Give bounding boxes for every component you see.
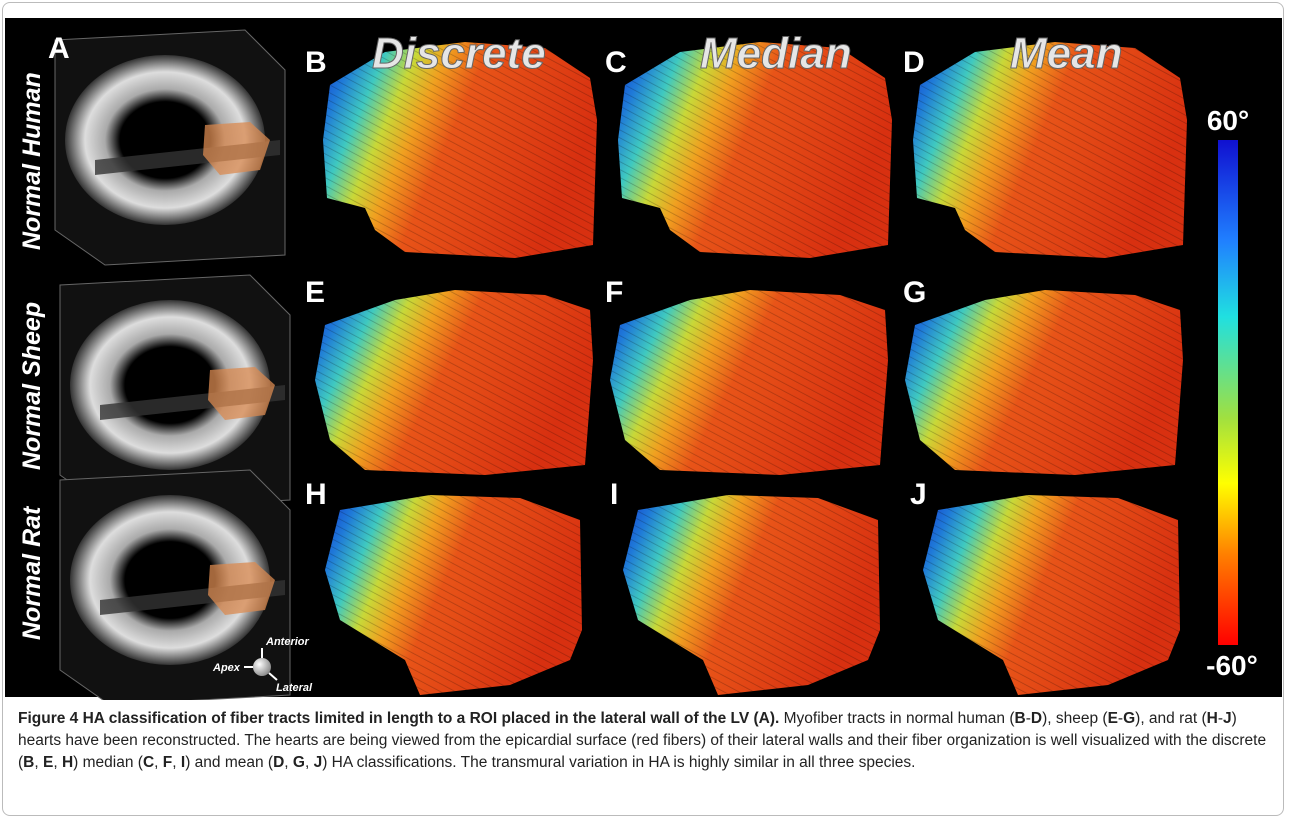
colorbar-max: 60° [1207,105,1249,136]
caption-text: B [1014,710,1026,727]
fiber-render [905,290,1183,475]
caption-text: J [313,754,323,771]
caption-text: ) hearts have been reconstructed. The he… [18,710,1267,771]
fiber-render [315,290,593,475]
caption-text: G [292,754,305,771]
caption-text: G [1123,710,1136,727]
caption-text: J [1223,710,1232,727]
orientation-label: Lateral [276,682,313,694]
caption-text: ), and rat ( [1135,710,1207,727]
caption-title: Figure 4 HA classification of fiber trac… [18,710,780,727]
row-label: Normal Rat [18,505,46,640]
caption-text: Myofiber tracts in normal human ( [779,710,1015,727]
caption-text: - [1217,710,1224,727]
caption-text: H [61,754,74,771]
caption-text: - [1117,710,1124,727]
figure: A B C D E F G H I J Discrete Median Mean… [5,18,1282,700]
colorbar-min: -60° [1206,650,1258,681]
caption-text: , [154,754,163,771]
panel-label: C [605,46,627,79]
row-label: Normal Sheep [18,302,46,470]
caption-text: , [53,754,62,771]
colorbar [1218,140,1238,645]
panel-label: B [305,46,327,79]
caption-text: C [142,754,155,771]
fiber-render [610,290,888,475]
panel-label: J [910,478,927,511]
caption-text: ) HA classifications. The transmural var… [322,754,916,771]
caption-text: ) and mean ( [185,754,274,771]
caption-text: , [304,754,314,771]
orientation-label: Anterior [265,636,310,648]
caption-text: D [273,754,285,771]
panel-label: I [610,478,618,511]
orientation-arrow [268,672,278,681]
row-label: Normal Human [18,72,46,250]
panel-label: F [605,276,623,309]
caption-text: E [1107,710,1118,727]
mri-image [54,29,286,266]
panel-label: G [903,276,926,309]
caption-text: E [43,754,54,771]
caption-text: - [1025,710,1031,727]
caption: Figure 4 HA classification of fiber trac… [18,708,1273,774]
caption-text: , [34,754,43,771]
caption-text: I [180,754,186,771]
orientation-label: Apex [212,662,241,674]
caption-text: ) median ( [73,754,143,771]
panel-label: D [903,46,925,79]
column-header: Discrete [372,29,546,78]
caption-text: ), sheep ( [1042,710,1108,727]
panel-label: E [305,276,325,309]
caption-text: F [162,754,173,771]
caption-text: H [1206,710,1218,727]
column-header: Mean [1010,29,1122,78]
caption-text: , [284,754,293,771]
caption-text: B [23,754,35,771]
caption-text: D [1030,710,1043,727]
caption-text: , [172,754,181,771]
orientation-sphere [253,658,271,676]
panel-label: A [48,32,70,65]
column-header: Median [700,29,852,78]
panel-label: H [305,478,327,511]
